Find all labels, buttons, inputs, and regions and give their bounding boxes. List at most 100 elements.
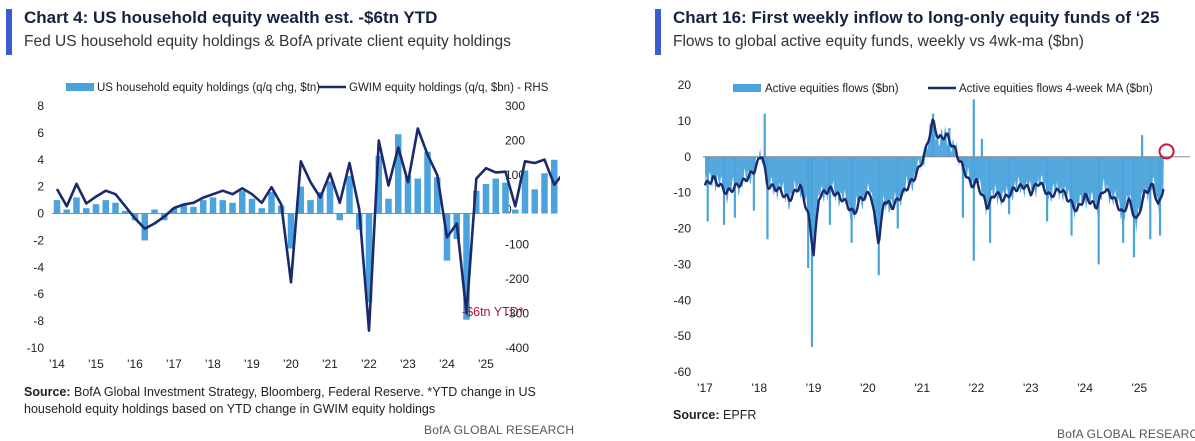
y-left-tick-label: -4 — [33, 260, 44, 274]
x-tick-label: '22 — [361, 357, 377, 371]
legend-swatch-bars — [733, 84, 761, 92]
household-equity-bar — [112, 202, 119, 214]
household-equity-bar — [170, 208, 178, 214]
chart16-source: Source: EPFR — [673, 407, 756, 424]
y-tick-label: -30 — [674, 257, 692, 271]
household-equity-bar — [375, 155, 382, 214]
household-equity-bar — [414, 178, 421, 214]
household-equity-bar — [151, 209, 158, 214]
y-left-tick-label: 8 — [37, 99, 44, 113]
y-right-tick-label: 200 — [505, 134, 525, 148]
y-left-tick-label: 4 — [37, 153, 44, 167]
x-tick-label: '22 — [969, 381, 985, 395]
chart4-footer: BofA GLOBAL RESEARCH — [424, 423, 575, 437]
y-tick-label: 0 — [684, 150, 691, 164]
ma-4wk-line — [703, 118, 1165, 257]
legend-label-line: GWIM equity holdings (q/q, $bn) - RHS — [349, 82, 549, 94]
title-accent-bar — [6, 9, 12, 55]
y-tick-label: -10 — [674, 186, 692, 200]
title-accent-bar — [655, 9, 661, 55]
household-equity-bar — [190, 206, 197, 214]
household-equity-bar — [521, 170, 529, 214]
x-tick-label: '25 — [478, 357, 494, 371]
household-equity-bar — [317, 192, 324, 214]
household-equity-bar — [229, 202, 236, 214]
y-left-tick-label: 0 — [37, 207, 44, 221]
y-right-tick-label: -200 — [505, 272, 529, 286]
chart4-panel: Chart 4: US household equity wealth est.… — [0, 0, 574, 439]
legend-label-bars: Active equities flows ($bn) — [765, 83, 899, 95]
latest-inflow-highlight-circle — [1158, 143, 1175, 160]
x-tick-label: '21 — [322, 357, 338, 371]
household-equity-bar — [122, 210, 129, 214]
household-equity-bar — [482, 183, 490, 214]
y-left-tick-label: -2 — [33, 233, 44, 247]
household-equity-bar — [395, 134, 402, 214]
legend-swatch-bars — [66, 83, 94, 91]
x-tick-label: '16 — [127, 357, 143, 371]
chart4-source: Source: BofA Global Investment Strategy,… — [24, 384, 544, 418]
household-equity-bar — [473, 190, 480, 214]
chart16-source-label: Source: — [673, 408, 720, 422]
x-tick-label: '18 — [751, 381, 767, 395]
household-equity-bar — [219, 200, 226, 214]
household-equity-bar — [336, 213, 343, 221]
x-tick-label: '15 — [88, 357, 104, 371]
household-equity-bar — [53, 200, 61, 214]
household-equity-bar — [248, 198, 256, 214]
ytd-annotation: -$6tn YTD* — [462, 305, 524, 319]
household-equity-bar — [326, 181, 334, 214]
chart16-plot: Active equities flows ($bn) Active equiti… — [674, 78, 1190, 395]
household-equity-bar — [200, 200, 207, 214]
household-equity-bar — [463, 213, 470, 320]
x-tick-label: '20 — [860, 381, 876, 395]
x-tick-label: '23 — [400, 357, 416, 371]
y-right-tick-label: -100 — [505, 237, 529, 251]
y-right-tick-label: -300 — [505, 306, 529, 320]
household-equity-bar — [83, 208, 90, 214]
y-tick-label: -50 — [674, 329, 692, 343]
y-left-tick-label: 6 — [37, 126, 44, 140]
household-equity-bar — [541, 173, 548, 214]
y-tick-label: 10 — [678, 114, 692, 128]
y-left-tick-label: -8 — [33, 314, 44, 328]
household-equity-bar — [404, 175, 412, 214]
household-equity-bar — [512, 209, 519, 214]
chart4-title: Chart 4: US household equity wealth est.… — [24, 8, 438, 27]
legend-label-bars: US household equity holdings (q/q chg, $… — [97, 82, 320, 94]
x-tick-label: '20 — [283, 357, 299, 371]
y-tick-label: -20 — [674, 222, 692, 236]
gwim-holdings-line — [55, 127, 560, 333]
household-equity-bar — [434, 177, 441, 214]
y-left-tick-label: -10 — [27, 341, 45, 355]
x-tick-label: '24 — [1077, 381, 1093, 395]
y-right-tick-label: -400 — [505, 341, 529, 355]
chart16-subtitle: Flows to global active equity funds, wee… — [673, 33, 1084, 50]
chart4-source-text: BofA Global Investment Strategy, Bloombe… — [24, 385, 536, 416]
household-equity-bar — [385, 198, 392, 214]
x-tick-label: '14 — [49, 357, 65, 371]
x-tick-label: '19 — [806, 381, 822, 395]
household-equity-bar — [63, 209, 70, 214]
x-tick-label: '19 — [244, 357, 260, 371]
y-tick-label: 20 — [678, 78, 692, 92]
household-equity-bar — [365, 213, 373, 303]
household-equity-bar — [492, 178, 499, 214]
household-equity-bar — [73, 197, 80, 214]
chart16-footer: BofA GLOBAL RESEARCH — [1057, 427, 1195, 441]
household-equity-bar — [502, 182, 509, 214]
household-equity-bar — [551, 159, 558, 214]
household-equity-bar — [531, 189, 538, 214]
household-equity-bar — [287, 213, 295, 249]
chart4-source-label: Source: — [24, 385, 71, 399]
household-equity-bar — [424, 151, 431, 214]
chart4-subtitle: Fed US household equity holdings & BofA … — [24, 33, 511, 50]
x-tick-label: '17 — [697, 381, 713, 395]
x-tick-label: '18 — [205, 357, 221, 371]
x-tick-label: '17 — [166, 357, 182, 371]
y-tick-label: -40 — [674, 293, 692, 307]
y-left-tick-label: -6 — [33, 287, 44, 301]
chart16-source-text: EPFR — [719, 408, 757, 422]
chart4-plot: US household equity holdings (q/q chg, $… — [27, 82, 560, 371]
household-equity-bar — [258, 208, 265, 214]
